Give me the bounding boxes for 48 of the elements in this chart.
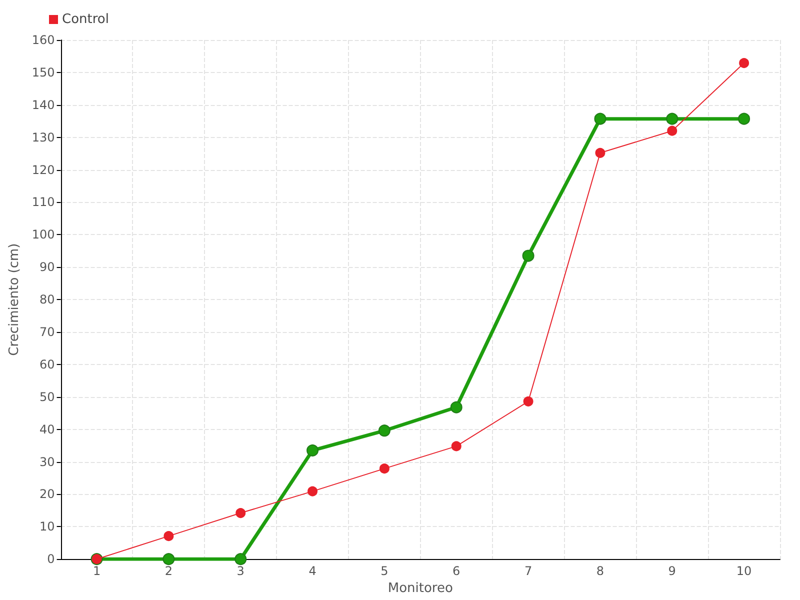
y-tick-label: 40 [40,422,55,436]
point [379,464,390,474]
y-tick-label: 30 [40,454,55,469]
point [306,444,319,456]
point [595,148,606,158]
point [162,553,175,566]
y-axis-title: Crecimiento (cm) [7,243,22,356]
y-tick-label: 150 [32,65,55,80]
x-tick-label: 10 [736,564,752,578]
x-tick-label: 3 [236,564,244,578]
y-tick-label: 0 [47,552,55,566]
point [450,401,462,414]
x-tick-label: 2 [164,564,173,578]
y-tick-label: 90 [40,260,55,274]
point [234,553,247,566]
point [666,112,678,125]
y-tick-label: 70 [40,324,55,339]
point [738,112,750,125]
y-tick-label: 110 [32,195,55,210]
y-tick-label: 120 [32,162,55,177]
x-tick-label: 8 [596,564,604,578]
x-tick-label: 1 [92,564,101,578]
y-tick-label: 60 [40,357,55,372]
point [378,424,390,437]
point [523,396,534,406]
x-tick-label: 9 [668,564,676,578]
y-tick-label: 130 [32,130,55,144]
point [308,486,318,496]
point [667,126,678,136]
point [236,508,246,518]
legend-label: Control [62,12,109,27]
x-tick-label: 4 [308,564,316,578]
x-tick-label: 6 [452,564,460,578]
y-tick-label: 10 [40,520,55,534]
point [522,250,534,262]
x-tick-label: 7 [524,564,532,578]
x-tick-label: 5 [380,564,388,578]
y-tick-label: 20 [40,487,55,502]
point [164,531,174,542]
y-tick-label: 140 [32,98,55,112]
point [739,58,750,68]
y-tick-label: 50 [40,390,55,404]
y-tick-label: 80 [40,292,55,307]
y-tick-label: 160 [32,33,55,47]
point [451,441,462,452]
y-tick-label: 100 [32,228,55,242]
x-axis-title: Monitoreo [388,581,453,596]
point [594,112,606,125]
